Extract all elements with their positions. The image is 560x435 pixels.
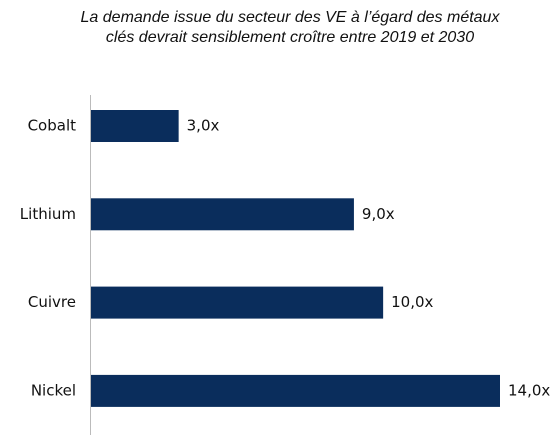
value-label: 10,0x xyxy=(391,293,433,311)
category-label: Cobalt xyxy=(28,117,77,135)
value-label: 14,0x xyxy=(508,381,550,399)
category-label: Nickel xyxy=(31,381,76,399)
value-label: 3,0x xyxy=(187,117,220,135)
bar xyxy=(91,110,179,142)
category-label: Lithium xyxy=(20,205,76,223)
chart-title: La demande issue du secteur des VE à l’é… xyxy=(80,9,500,46)
category-label: Cuivre xyxy=(28,293,76,311)
value-label: 9,0x xyxy=(362,205,395,223)
bar xyxy=(91,286,384,319)
bar xyxy=(91,198,354,231)
bar xyxy=(91,374,500,407)
